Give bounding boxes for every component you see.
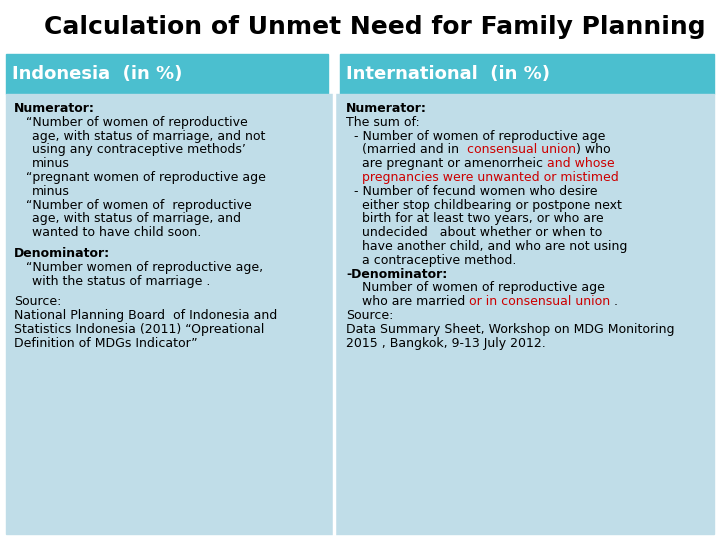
Text: .: . (611, 295, 618, 308)
Bar (340, 54, 714, 94)
Text: Statistics Indonesia (2011) “Opreational: Statistics Indonesia (2011) “Opreational (14, 323, 264, 336)
Text: 2015 , Bangkok, 9-13 July 2012.: 2015 , Bangkok, 9-13 July 2012. (346, 336, 546, 349)
Text: using any contraceptive methods’: using any contraceptive methods’ (32, 144, 246, 157)
Text: Definition of MDGs Indicator”: Definition of MDGs Indicator” (14, 336, 197, 349)
Text: age, with status of marriage, and: age, with status of marriage, and (32, 212, 241, 225)
Text: wanted to have child soon.: wanted to have child soon. (32, 226, 202, 239)
Text: and whose: and whose (547, 157, 615, 170)
Text: have another child, and who are not using: have another child, and who are not usin… (346, 240, 627, 253)
Text: minus: minus (32, 185, 70, 198)
Text: either stop childbearing or postpone next: either stop childbearing or postpone nex… (346, 199, 622, 212)
Text: “pregnant women of reproductive age: “pregnant women of reproductive age (26, 171, 266, 184)
Text: Numerator:: Numerator: (14, 102, 95, 115)
Bar (0, 0, 720, 54)
Text: who are married: who are married (346, 295, 469, 308)
Text: “Number women of reproductive age,: “Number women of reproductive age, (26, 261, 263, 274)
Text: “Number of women of  reproductive: “Number of women of reproductive (26, 199, 252, 212)
Text: pregnancies were unwanted or mistimed: pregnancies were unwanted or mistimed (346, 171, 618, 184)
Text: with the status of marriage .: with the status of marriage . (32, 274, 210, 287)
Text: Number of women of reproductive age: Number of women of reproductive age (346, 281, 605, 294)
Text: Indonesia  (in %): Indonesia (in %) (12, 65, 182, 83)
Text: minus: minus (32, 157, 70, 170)
Text: Data Summary Sheet, Workshop on MDG Monitoring: Data Summary Sheet, Workshop on MDG Moni… (346, 323, 675, 336)
Text: “Number of women of reproductive: “Number of women of reproductive (26, 116, 248, 129)
Text: Denominator:: Denominator: (14, 247, 110, 260)
Text: Numerator:: Numerator: (346, 102, 427, 115)
Text: National Planning Board  of Indonesia and: National Planning Board of Indonesia and (14, 309, 277, 322)
Text: are pregnant or amenorrheic: are pregnant or amenorrheic (346, 157, 547, 170)
Text: -Denominator:: -Denominator: (346, 268, 447, 281)
Text: Source:: Source: (14, 295, 61, 308)
Text: Calculation of Unmet Need for Family Planning: Calculation of Unmet Need for Family Pla… (44, 15, 705, 39)
Bar (6, 94, 714, 534)
Text: consensual union: consensual union (467, 144, 576, 157)
Text: ) who: ) who (576, 144, 611, 157)
Text: or in consensual union: or in consensual union (469, 295, 611, 308)
Bar (6, 54, 328, 94)
Text: (married and in: (married and in (346, 144, 467, 157)
Text: birth for at least two years, or who are: birth for at least two years, or who are (346, 212, 603, 225)
Text: a contraceptive method.: a contraceptive method. (346, 254, 516, 267)
Text: International  (in %): International (in %) (346, 65, 550, 83)
Text: - Number of women of reproductive age: - Number of women of reproductive age (346, 130, 606, 143)
Text: Source:: Source: (346, 309, 393, 322)
Text: The sum of:: The sum of: (346, 116, 420, 129)
Text: undecided   about whether or when to: undecided about whether or when to (346, 226, 602, 239)
Text: age, with status of marriage, and not: age, with status of marriage, and not (32, 130, 266, 143)
Text: - Number of fecund women who desire: - Number of fecund women who desire (346, 185, 598, 198)
